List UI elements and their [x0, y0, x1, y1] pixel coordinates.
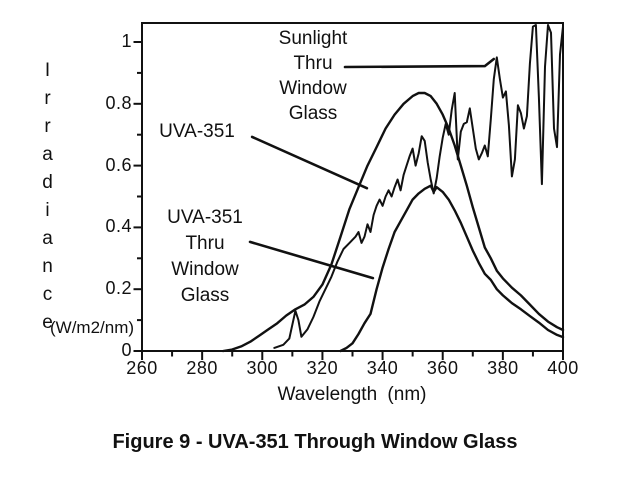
annotation-uva-351-thru-window-glass: UVA-351 Thru Window Glass [146, 205, 264, 309]
annotation-sunlight-thru-window-glass: Sunlight Thru Window Glass [248, 26, 378, 126]
x-tick-label: 300 [246, 358, 279, 378]
y-tick-label: 1 [121, 31, 132, 51]
annotation-line: Sunlight [278, 28, 348, 49]
x-tick-label: 400 [547, 358, 579, 378]
annotation-line: Glass [180, 285, 230, 306]
annotation-uva-351: UVA-351 [159, 121, 235, 142]
annotation-line: UVA-351 [167, 207, 243, 228]
annotation-line: Thru [293, 53, 333, 74]
x-tick-label: 360 [426, 358, 459, 378]
spectral-irradiance-plot [133, 22, 565, 360]
curve-uva-351-thru-window-glass [339, 184, 565, 353]
pointer-line-uva [250, 135, 369, 190]
figure-caption: Figure 9 - UVA-351 Through Window Glass [112, 431, 518, 453]
y-tick-label: 0.8 [105, 92, 132, 113]
pointer-line-sunlight [343, 57, 496, 69]
y-tick-label: 0.6 [105, 154, 132, 175]
y-tick-label: 0.2 [105, 278, 132, 299]
x-tick-label: 260 [126, 358, 158, 378]
y-axis-title: Irradiance [37, 60, 58, 340]
annotation-line: Thru [185, 233, 225, 254]
y-tick-label: 0 [121, 340, 132, 360]
y-axis-unit: (W/m2/nm) [50, 318, 135, 337]
x-tick-label: 320 [306, 358, 339, 378]
curve-sunlight-thru-window-glass [273, 24, 564, 349]
curve-uva-351 [221, 91, 565, 353]
x-axis-title: Wavelength (nm) [277, 384, 427, 405]
annotation-line: Window [279, 78, 347, 99]
y-tick-label: 0.4 [105, 216, 132, 237]
annotation-line: Window [171, 259, 239, 280]
annotation-line: Glass [288, 103, 338, 124]
x-tick-label: 380 [487, 358, 519, 378]
pointer-line-uva-thru [248, 240, 375, 280]
x-tick-label: 280 [186, 358, 218, 378]
x-tick-label: 340 [366, 358, 399, 378]
